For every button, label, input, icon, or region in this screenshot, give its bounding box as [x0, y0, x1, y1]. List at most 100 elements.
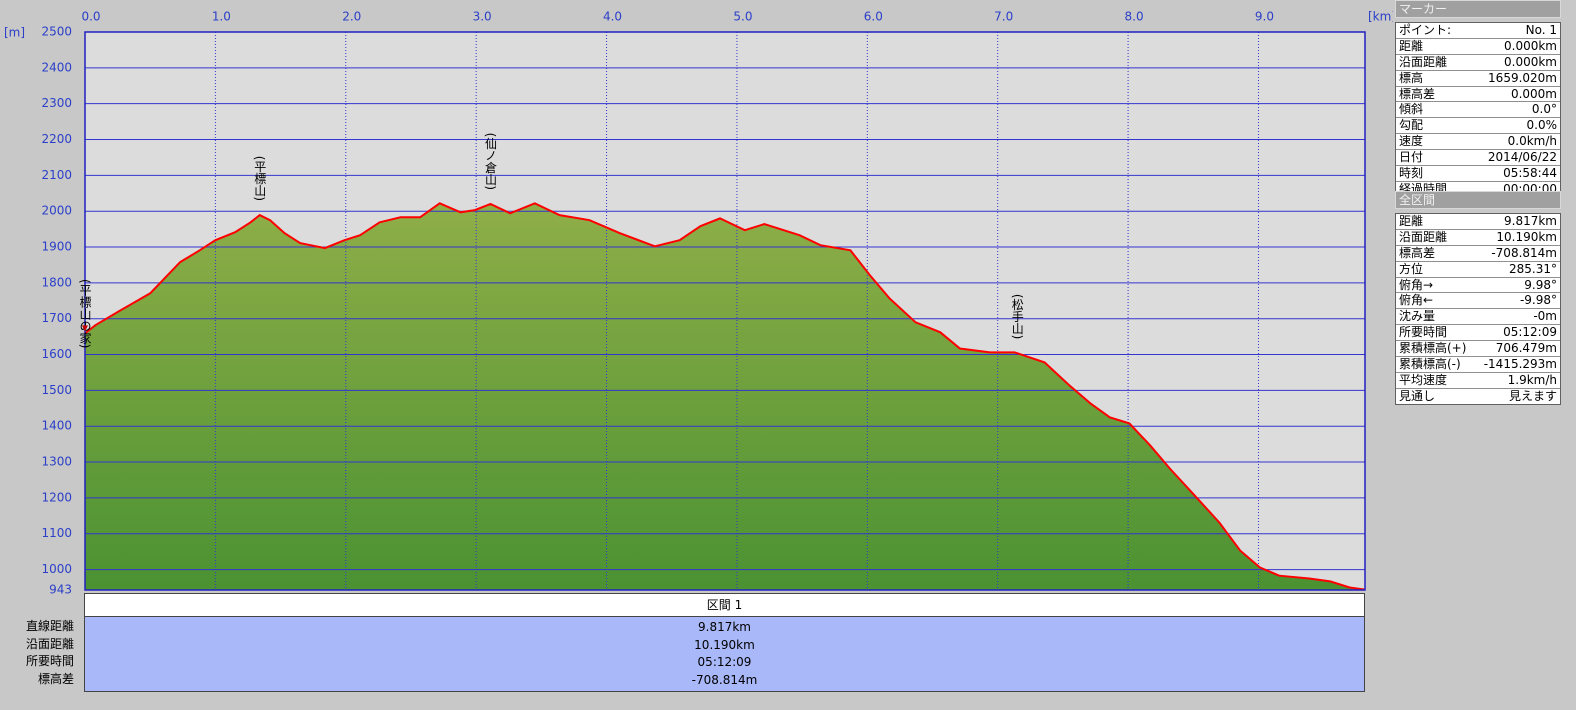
panel-row: 日付 2014/06/22 — [1396, 150, 1560, 167]
panel-row: 累積標高(-) -1415.293m — [1396, 357, 1560, 373]
y-tick-label: 1800 — [41, 275, 72, 289]
marker-panel: マーカーポイント: No. 1 距離 0.000km 沿面距離 0.000km 標高 1659… — [1395, 0, 1561, 198]
y-tick-label: 2200 — [41, 132, 72, 146]
panel-row: 所要時間 05:12:09 — [1396, 325, 1560, 342]
value: 0.000km — [1504, 38, 1557, 53]
value: 1659.020m — [1488, 70, 1557, 85]
y-tick-label: 1500 — [41, 383, 72, 397]
x-tick-label: 8.0 — [1125, 10, 1144, 24]
key: 傾斜 — [1399, 102, 1424, 117]
x-tick-label: 1.0 — [212, 10, 231, 24]
key: 日付 — [1399, 150, 1424, 165]
key: 累積標高(-) — [1399, 357, 1461, 372]
value: 9.98° — [1524, 277, 1557, 292]
y-tick-label: 1600 — [41, 347, 72, 361]
section-body: 9.817km 10.190km 05:12:09 -708.814m — [84, 617, 1365, 692]
value: 706.479m — [1495, 341, 1557, 356]
panel-row: 沈み量 -0m — [1396, 309, 1560, 326]
value: 05:12:09 — [1503, 325, 1557, 340]
panel-row: 距離 0.000km — [1396, 39, 1560, 55]
panel-row: 見通し 見えます — [1396, 389, 1560, 404]
row-label: 標高差 — [37, 671, 74, 686]
value: -708.814m — [1491, 245, 1557, 260]
y-tick-label: 1000 — [41, 562, 72, 576]
row-value: 10.190km — [694, 637, 755, 652]
panel-title: 全区間 — [1395, 191, 1561, 209]
section-header: 区間 1 — [84, 593, 1365, 617]
y-tick-label: 1400 — [41, 419, 72, 433]
y-tick-label: 1900 — [41, 240, 72, 254]
y-tick-label: 2300 — [41, 96, 72, 110]
row-label: 沿面距離 — [25, 636, 74, 651]
key: 平均速度 — [1399, 372, 1448, 387]
x-tick-label: 7.0 — [994, 10, 1013, 24]
value: -1415.293m — [1483, 357, 1557, 372]
value: 0.0% — [1526, 118, 1558, 133]
key: 俯角→ — [1399, 277, 1434, 292]
panel-row: 時刻 05:58:44 — [1396, 166, 1560, 182]
value: -9.98° — [1519, 293, 1557, 308]
panel-row: 標高差 -708.814m — [1396, 246, 1560, 262]
x-tick-label: 0.0 — [81, 10, 100, 24]
row-label: 所要時間 — [25, 654, 74, 668]
value: 285.31° — [1509, 261, 1557, 276]
row-value: 05:12:09 — [697, 655, 752, 669]
key: 距離 — [1399, 38, 1424, 53]
value: 2014/06/22 — [1487, 150, 1557, 165]
panel-row: 俯角→ 9.98° — [1396, 278, 1560, 294]
x-tick-label: 4.0 — [603, 10, 622, 24]
y-tick-label: 2500 — [41, 25, 72, 39]
panel-row: 累積標高(+) 706.479m — [1396, 341, 1560, 358]
panel-row: 沿面距離 10.190km — [1396, 230, 1560, 246]
x-tick-label: 9.0 — [1255, 10, 1274, 24]
panel-table: 距離 9.817km 沿面距離 10.190km 標高差 -708.814m 方位 285.3… — [1395, 213, 1561, 405]
panel-row: 標高差 0.000m — [1396, 87, 1560, 103]
key: 俯角← — [1399, 293, 1434, 308]
value: 0.0° — [1531, 102, 1557, 117]
row-value: 9.817km — [698, 620, 751, 634]
total-panel: 全区間距離 9.817km 沿面距離 10.190km 標高差 -708.814m 方位 28… — [1395, 191, 1561, 405]
section-table: 区間 1 9.817km 10.190km 05:12:09 -708.814m — [84, 593, 1365, 692]
panel-row: 標高 1659.020m — [1396, 71, 1560, 87]
value: 0.0km/h — [1507, 134, 1557, 149]
key: 沈み量 — [1399, 309, 1436, 324]
value: 10.190km — [1496, 229, 1557, 244]
panel-row: 速度 0.0km/h — [1396, 134, 1560, 151]
key: 沿面距離 — [1399, 54, 1448, 69]
value: 1.9km/h — [1507, 372, 1557, 387]
annotation: (平標山の家) — [78, 279, 92, 348]
panel-row: 傾斜 0.0° — [1396, 102, 1560, 119]
panel-row: 勾配 0.0% — [1396, 118, 1560, 135]
key: 速度 — [1399, 134, 1424, 149]
x-unit: [km] — [1368, 10, 1393, 24]
area — [85, 203, 1365, 591]
y-tick-label: 1700 — [41, 311, 72, 325]
key: 標高差 — [1399, 86, 1436, 101]
key: 距離 — [1399, 214, 1424, 228]
x-tick-label: 3.0 — [473, 10, 492, 24]
panel-row: 方位 285.31° — [1396, 262, 1560, 278]
key: ポイント: — [1399, 23, 1452, 37]
key: 勾配 — [1399, 118, 1424, 133]
value: 見えます — [1508, 388, 1557, 403]
chart: [m] [km] 943 1000 1100 1200 1300 1400 1500 1600… — [4, 10, 1393, 597]
panel-title: マーカー — [1395, 0, 1561, 18]
y-unit: [m] — [4, 26, 25, 40]
marker-icon — [82, 325, 88, 332]
row-value: -708.814m — [691, 672, 758, 687]
y-tick-label: 1300 — [41, 455, 72, 469]
y-tick-label: 943 — [49, 583, 72, 597]
key: 標高差 — [1399, 245, 1436, 260]
annotation: (平標山) — [253, 156, 267, 201]
x-tick-label: 5.0 — [733, 10, 752, 24]
y-tick-label: 2100 — [41, 168, 72, 182]
y-tick-label: 1100 — [41, 526, 72, 540]
panel-table: ポイント: No. 1 距離 0.000km 沿面距離 0.000km 標高 1659.020… — [1395, 22, 1561, 198]
value: -0m — [1533, 309, 1557, 324]
value: No. 1 — [1525, 23, 1557, 37]
panel-row: 俯角← -9.98° — [1396, 293, 1560, 310]
panel-row: 距離 9.817km — [1396, 214, 1560, 230]
panel-row: ポイント: No. 1 — [1396, 23, 1560, 39]
y-tick-label: 2000 — [41, 204, 72, 218]
value: 0.000km — [1504, 54, 1557, 69]
